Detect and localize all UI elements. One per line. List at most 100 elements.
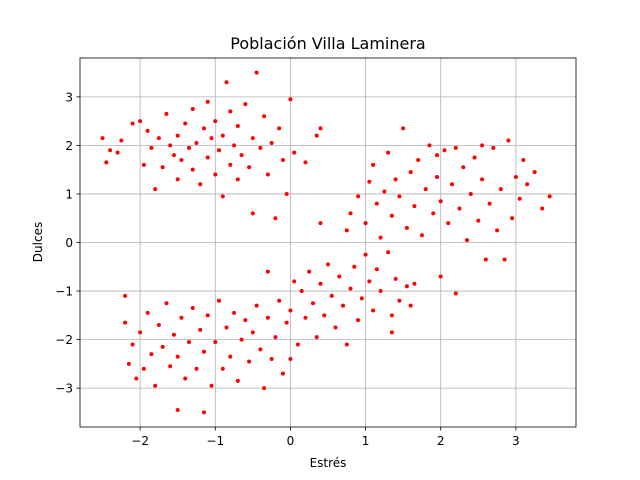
data-point xyxy=(104,160,109,165)
data-point xyxy=(408,303,413,308)
data-point xyxy=(457,206,462,211)
data-point xyxy=(228,162,233,167)
data-point xyxy=(404,284,409,289)
data-point xyxy=(532,170,537,175)
x-tick-label-4: 2 xyxy=(437,434,445,448)
data-point xyxy=(130,342,135,347)
data-point xyxy=(149,352,154,357)
data-point xyxy=(164,301,169,306)
data-point xyxy=(141,366,146,371)
data-point xyxy=(472,155,477,160)
data-point xyxy=(284,191,289,196)
data-point xyxy=(224,80,229,85)
data-point xyxy=(280,371,285,376)
data-point xyxy=(156,136,161,141)
data-point xyxy=(292,150,297,155)
grid xyxy=(80,58,576,427)
data-point xyxy=(389,330,394,335)
y-tick-label-5: 2 xyxy=(65,139,73,153)
data-point xyxy=(337,274,342,279)
data-point xyxy=(108,148,113,153)
data-point xyxy=(209,136,214,141)
data-point xyxy=(363,252,368,257)
data-point xyxy=(423,187,428,192)
x-tick-label-1: −1 xyxy=(206,434,224,448)
data-point xyxy=(344,342,349,347)
data-point xyxy=(363,221,368,226)
data-point xyxy=(145,128,150,133)
data-point xyxy=(262,114,267,119)
data-point xyxy=(277,298,282,303)
data-point xyxy=(382,189,387,194)
data-point xyxy=(431,211,436,216)
data-point xyxy=(186,145,191,150)
x-tick-label-2: 0 xyxy=(287,434,295,448)
data-point xyxy=(232,310,237,315)
data-point xyxy=(250,330,255,335)
data-point xyxy=(202,349,206,354)
data-point xyxy=(397,194,402,199)
data-point xyxy=(265,315,270,320)
data-point xyxy=(356,318,361,323)
data-point xyxy=(115,150,120,155)
data-point xyxy=(138,119,143,124)
data-point xyxy=(517,196,522,201)
data-point xyxy=(243,102,248,107)
data-point xyxy=(277,126,282,131)
data-point xyxy=(153,187,158,192)
data-point xyxy=(295,342,300,347)
data-point xyxy=(513,174,518,179)
data-point xyxy=(397,298,402,303)
data-point xyxy=(292,279,297,284)
data-point xyxy=(408,170,413,175)
data-point xyxy=(480,143,485,148)
y-tick-label-6: 3 xyxy=(65,90,73,104)
y-tick-label-4: 1 xyxy=(65,187,73,201)
data-point xyxy=(171,332,176,337)
data-point xyxy=(442,148,447,153)
data-point xyxy=(547,194,552,199)
data-point xyxy=(344,228,349,233)
data-point xyxy=(329,293,334,298)
data-point xyxy=(175,408,180,413)
data-point xyxy=(194,366,199,371)
data-point xyxy=(468,191,473,196)
data-point xyxy=(228,354,233,359)
axis-ticks: −2 −1 0 1 2 3 −3 −2 −1 0 1 2 3 xyxy=(55,90,519,448)
data-point xyxy=(521,157,526,162)
data-point xyxy=(168,364,173,369)
chart-title: Población Villa Laminera xyxy=(230,34,425,53)
data-point xyxy=(239,337,244,342)
y-axis-label: Dulces xyxy=(31,222,45,262)
data-point xyxy=(386,150,391,155)
data-point xyxy=(322,313,327,318)
x-tick-label-3: 1 xyxy=(362,434,370,448)
data-point xyxy=(374,201,379,206)
data-point xyxy=(525,182,530,187)
data-point xyxy=(284,320,289,325)
data-point xyxy=(235,378,240,383)
data-point xyxy=(273,335,278,340)
data-point xyxy=(217,148,222,153)
data-point xyxy=(506,138,511,143)
y-tick-label-1: −2 xyxy=(55,333,73,347)
data-point xyxy=(389,313,394,318)
data-point xyxy=(389,213,394,218)
data-point xyxy=(119,138,124,143)
data-point xyxy=(213,172,218,177)
data-point xyxy=(250,211,255,216)
data-point xyxy=(450,182,454,187)
data-point xyxy=(310,301,315,306)
data-point xyxy=(220,194,225,199)
data-point xyxy=(175,133,180,138)
data-point xyxy=(190,167,195,172)
data-point xyxy=(502,257,507,262)
data-point xyxy=(254,70,259,75)
data-point xyxy=(419,233,424,238)
data-point xyxy=(205,155,210,160)
data-point xyxy=(198,182,203,187)
data-point xyxy=(412,204,417,209)
data-point xyxy=(374,267,379,272)
data-point xyxy=(224,325,229,330)
data-point xyxy=(359,296,364,301)
